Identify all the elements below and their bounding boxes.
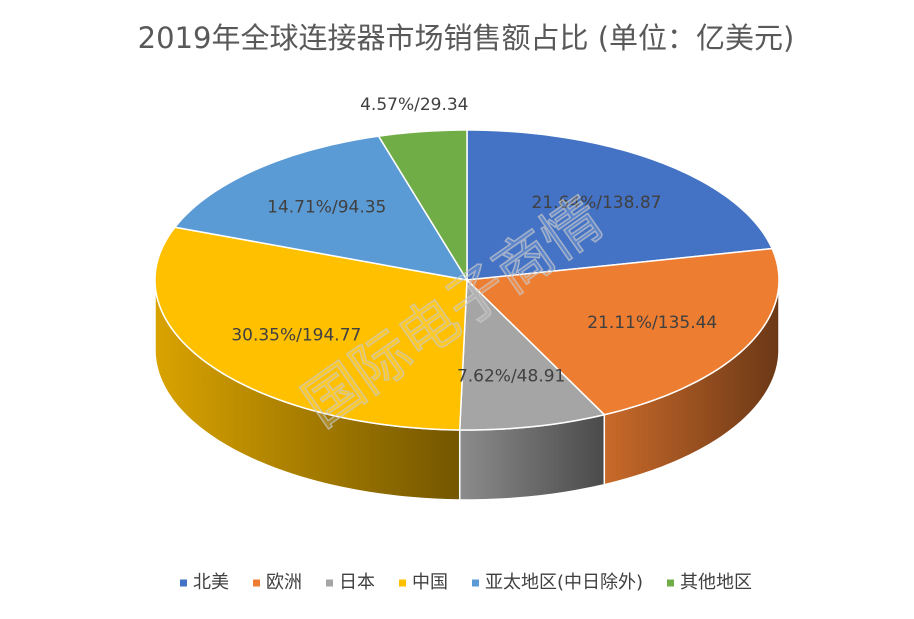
- legend-marker: [399, 579, 406, 587]
- data-label: 4.57%/29.34: [360, 95, 468, 115]
- slice-top: [466, 129, 774, 281]
- slice: [377, 129, 468, 283]
- legend-marker: [667, 579, 674, 587]
- slice-top: [465, 247, 780, 416]
- legend-item: 亚太地区(中日除外): [472, 572, 643, 593]
- legend-label: 欧洲: [266, 572, 302, 593]
- legend-marker: [472, 579, 479, 587]
- legend-item: 欧洲: [253, 572, 302, 593]
- legend-label: 中国: [412, 572, 448, 593]
- data-label: 21.11%/135.44: [587, 313, 717, 333]
- slice-top: [458, 278, 606, 431]
- data-label: 14.71%/94.35: [267, 198, 386, 218]
- legend-item: 其他地区: [667, 572, 752, 593]
- data-label: 30.35%/194.77: [231, 325, 361, 345]
- legend-item: 中国: [399, 572, 448, 593]
- slice-top: [377, 129, 468, 283]
- legend-item: 北美: [180, 572, 229, 593]
- legend-item: 日本: [326, 572, 375, 593]
- slice-top: [154, 226, 468, 431]
- legend-label: 其他地区: [680, 572, 752, 593]
- legend-marker: [253, 579, 260, 587]
- chart-title: 2019年全球连接器市场销售额占比 (单位：亿美元): [138, 21, 795, 55]
- legend-marker: [326, 579, 333, 587]
- legend-label: 日本: [339, 572, 375, 593]
- legend-marker: [180, 579, 187, 587]
- data-label: 7.62%/48.91: [457, 367, 565, 387]
- slice: [173, 135, 469, 282]
- slice: [154, 226, 468, 501]
- slice: [466, 129, 774, 281]
- slice-top: [173, 135, 469, 282]
- legend-label: 北美: [193, 572, 229, 593]
- data-label: 21.64%/138.87: [531, 193, 661, 213]
- legend-label: 亚太地区(中日除外): [485, 572, 643, 593]
